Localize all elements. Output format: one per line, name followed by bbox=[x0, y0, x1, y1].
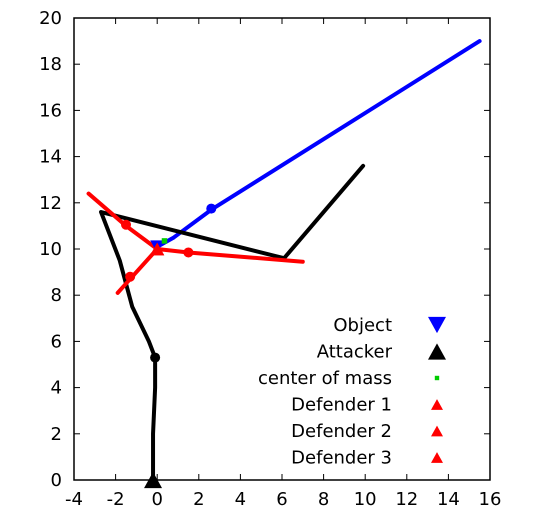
x-tick-label: 12 bbox=[395, 489, 418, 510]
x-tick-label: -4 bbox=[65, 489, 83, 510]
y-tick-label: 18 bbox=[39, 54, 62, 75]
x-tick-label: 10 bbox=[354, 489, 377, 510]
legend-marker-attacker bbox=[428, 343, 446, 359]
legend-label-center-of-mass: center of mass bbox=[258, 368, 392, 389]
legend-label-object: Object bbox=[333, 315, 392, 336]
y-tick-label: 4 bbox=[51, 378, 62, 399]
x-tick-label: 2 bbox=[193, 489, 204, 510]
y-tick-label: 8 bbox=[51, 285, 62, 306]
legend-marker-defender-2 bbox=[431, 426, 443, 437]
y-tick-label: 0 bbox=[51, 470, 62, 491]
series-marker-center-of-mass bbox=[162, 238, 168, 244]
legend-marker-object bbox=[428, 317, 446, 333]
x-tick-label: -2 bbox=[107, 489, 125, 510]
legend-marker-center-of-mass bbox=[435, 376, 439, 380]
y-tick-label: 6 bbox=[51, 331, 62, 352]
x-tick-label: 6 bbox=[276, 489, 287, 510]
legend: Object Attacker center of mass Defender 1 De… bbox=[258, 315, 446, 469]
legend-label-defender-2: Defender 2 bbox=[291, 421, 392, 442]
series-point-defender-3 bbox=[125, 272, 135, 282]
legend-label-attacker: Attacker bbox=[317, 342, 393, 363]
plot-frame bbox=[74, 18, 490, 480]
legend-marker-defender-1 bbox=[431, 399, 443, 410]
y-tick-label: 12 bbox=[39, 193, 62, 214]
series-layer bbox=[89, 41, 480, 488]
y-tick-label: 10 bbox=[39, 239, 62, 260]
x-tick-label: 16 bbox=[479, 489, 502, 510]
legend-label-defender-1: Defender 1 bbox=[291, 395, 392, 416]
x-tick-label: 0 bbox=[151, 489, 162, 510]
series-point-defender-2 bbox=[183, 247, 193, 257]
legend-marker-defender-3 bbox=[431, 452, 443, 463]
series-point-attacker bbox=[150, 353, 160, 363]
legend-label-defender-3: Defender 3 bbox=[291, 448, 392, 469]
x-tick-label: 14 bbox=[437, 489, 460, 510]
y-tick-label: 20 bbox=[39, 8, 62, 29]
series-point-defender-1 bbox=[121, 220, 131, 230]
y-tick-label: 16 bbox=[39, 100, 62, 121]
x-tick-label: 8 bbox=[318, 489, 329, 510]
series-point-object bbox=[206, 204, 216, 214]
y-tick-label: 14 bbox=[39, 147, 62, 168]
x-tick-label: 4 bbox=[235, 489, 246, 510]
series-line-defender-2 bbox=[157, 249, 303, 262]
y-tick-label: 2 bbox=[51, 424, 62, 445]
